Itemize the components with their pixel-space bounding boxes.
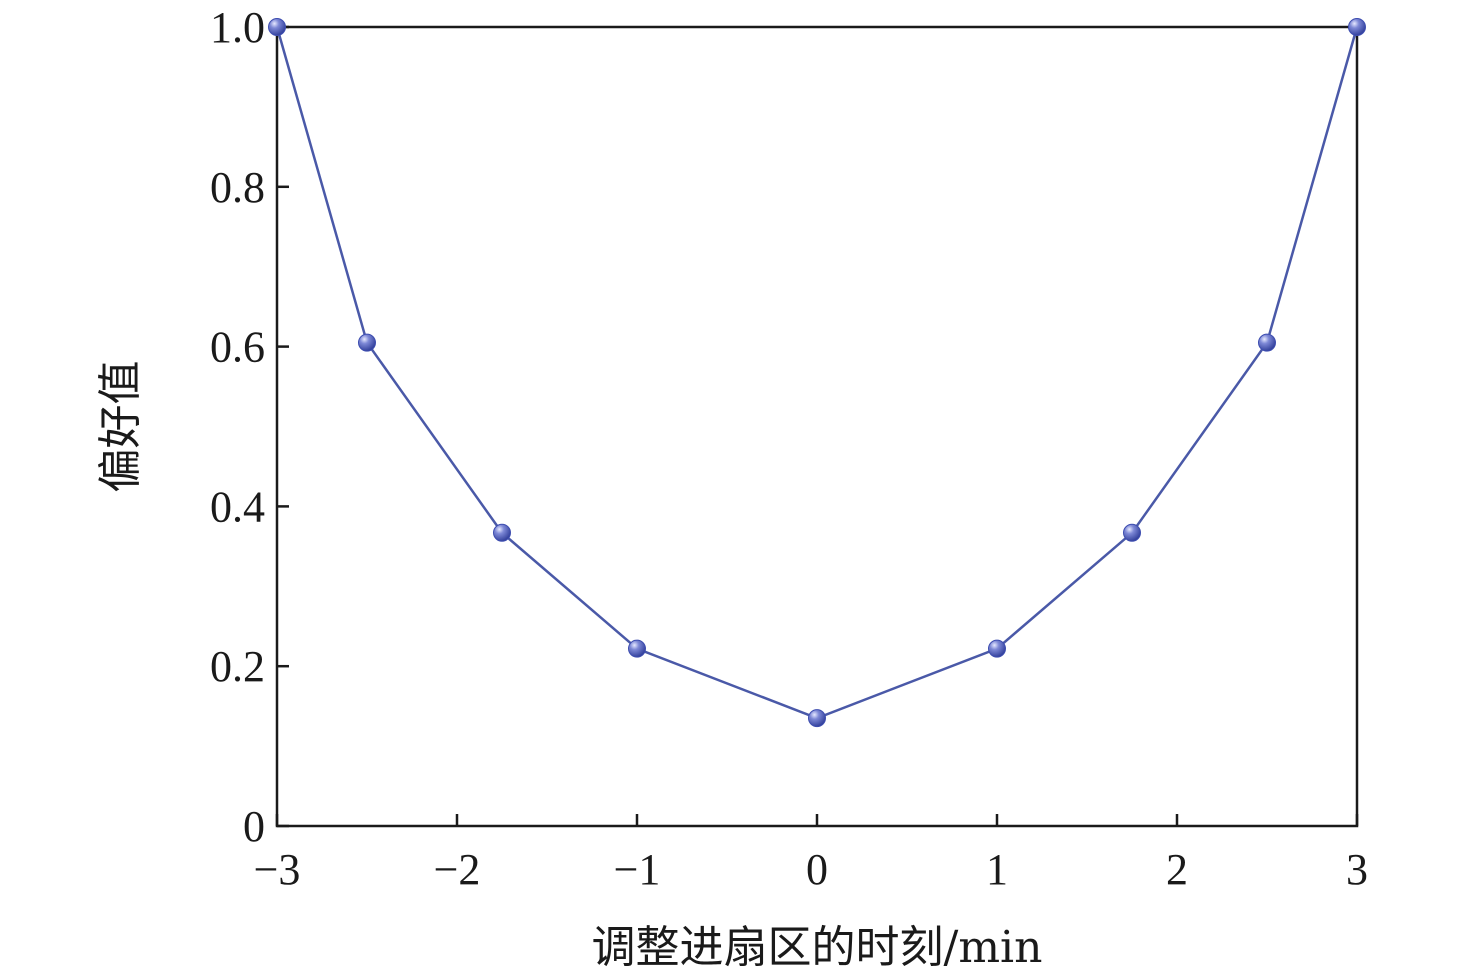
data-point	[808, 709, 826, 728]
data-point	[1348, 18, 1366, 36]
x-tick-label: −3	[254, 845, 301, 894]
data-point	[1258, 333, 1276, 352]
x-tick-label: −1	[614, 845, 661, 894]
series	[268, 18, 1366, 728]
x-tick-label: 1	[986, 845, 1008, 894]
data-point	[628, 639, 646, 658]
data-point	[988, 639, 1006, 658]
data-point	[358, 333, 376, 352]
series-line	[275, 26, 1359, 720]
data-point	[1123, 523, 1141, 542]
y-tick-label: 0.8	[210, 163, 265, 212]
plot-area	[275, 25, 1359, 828]
y-tick-label: 0.6	[210, 323, 265, 372]
y-tick-label: 0.4	[210, 482, 265, 531]
data-point	[493, 523, 511, 542]
data-point	[268, 18, 286, 36]
x-axis: −3 −2 −1 0 1 2 3	[254, 814, 1368, 894]
x-axis-title: 调整进扇区的时刻/min	[592, 922, 1043, 973]
x-tick-label: 2	[1166, 845, 1188, 894]
y-axis: 0 0.2 0.4 0.6 0.8 1.0	[210, 3, 289, 851]
x-tick-label: 0	[806, 845, 828, 894]
plot-frame	[275, 25, 1359, 828]
y-tick-label: 0	[243, 802, 265, 851]
y-axis-title: 偏好值	[95, 361, 146, 493]
x-tick-label: −2	[434, 845, 481, 894]
y-tick-label: 1.0	[210, 3, 265, 52]
y-tick-label: 0.2	[210, 642, 265, 691]
x-tick-label: 3	[1346, 845, 1368, 894]
